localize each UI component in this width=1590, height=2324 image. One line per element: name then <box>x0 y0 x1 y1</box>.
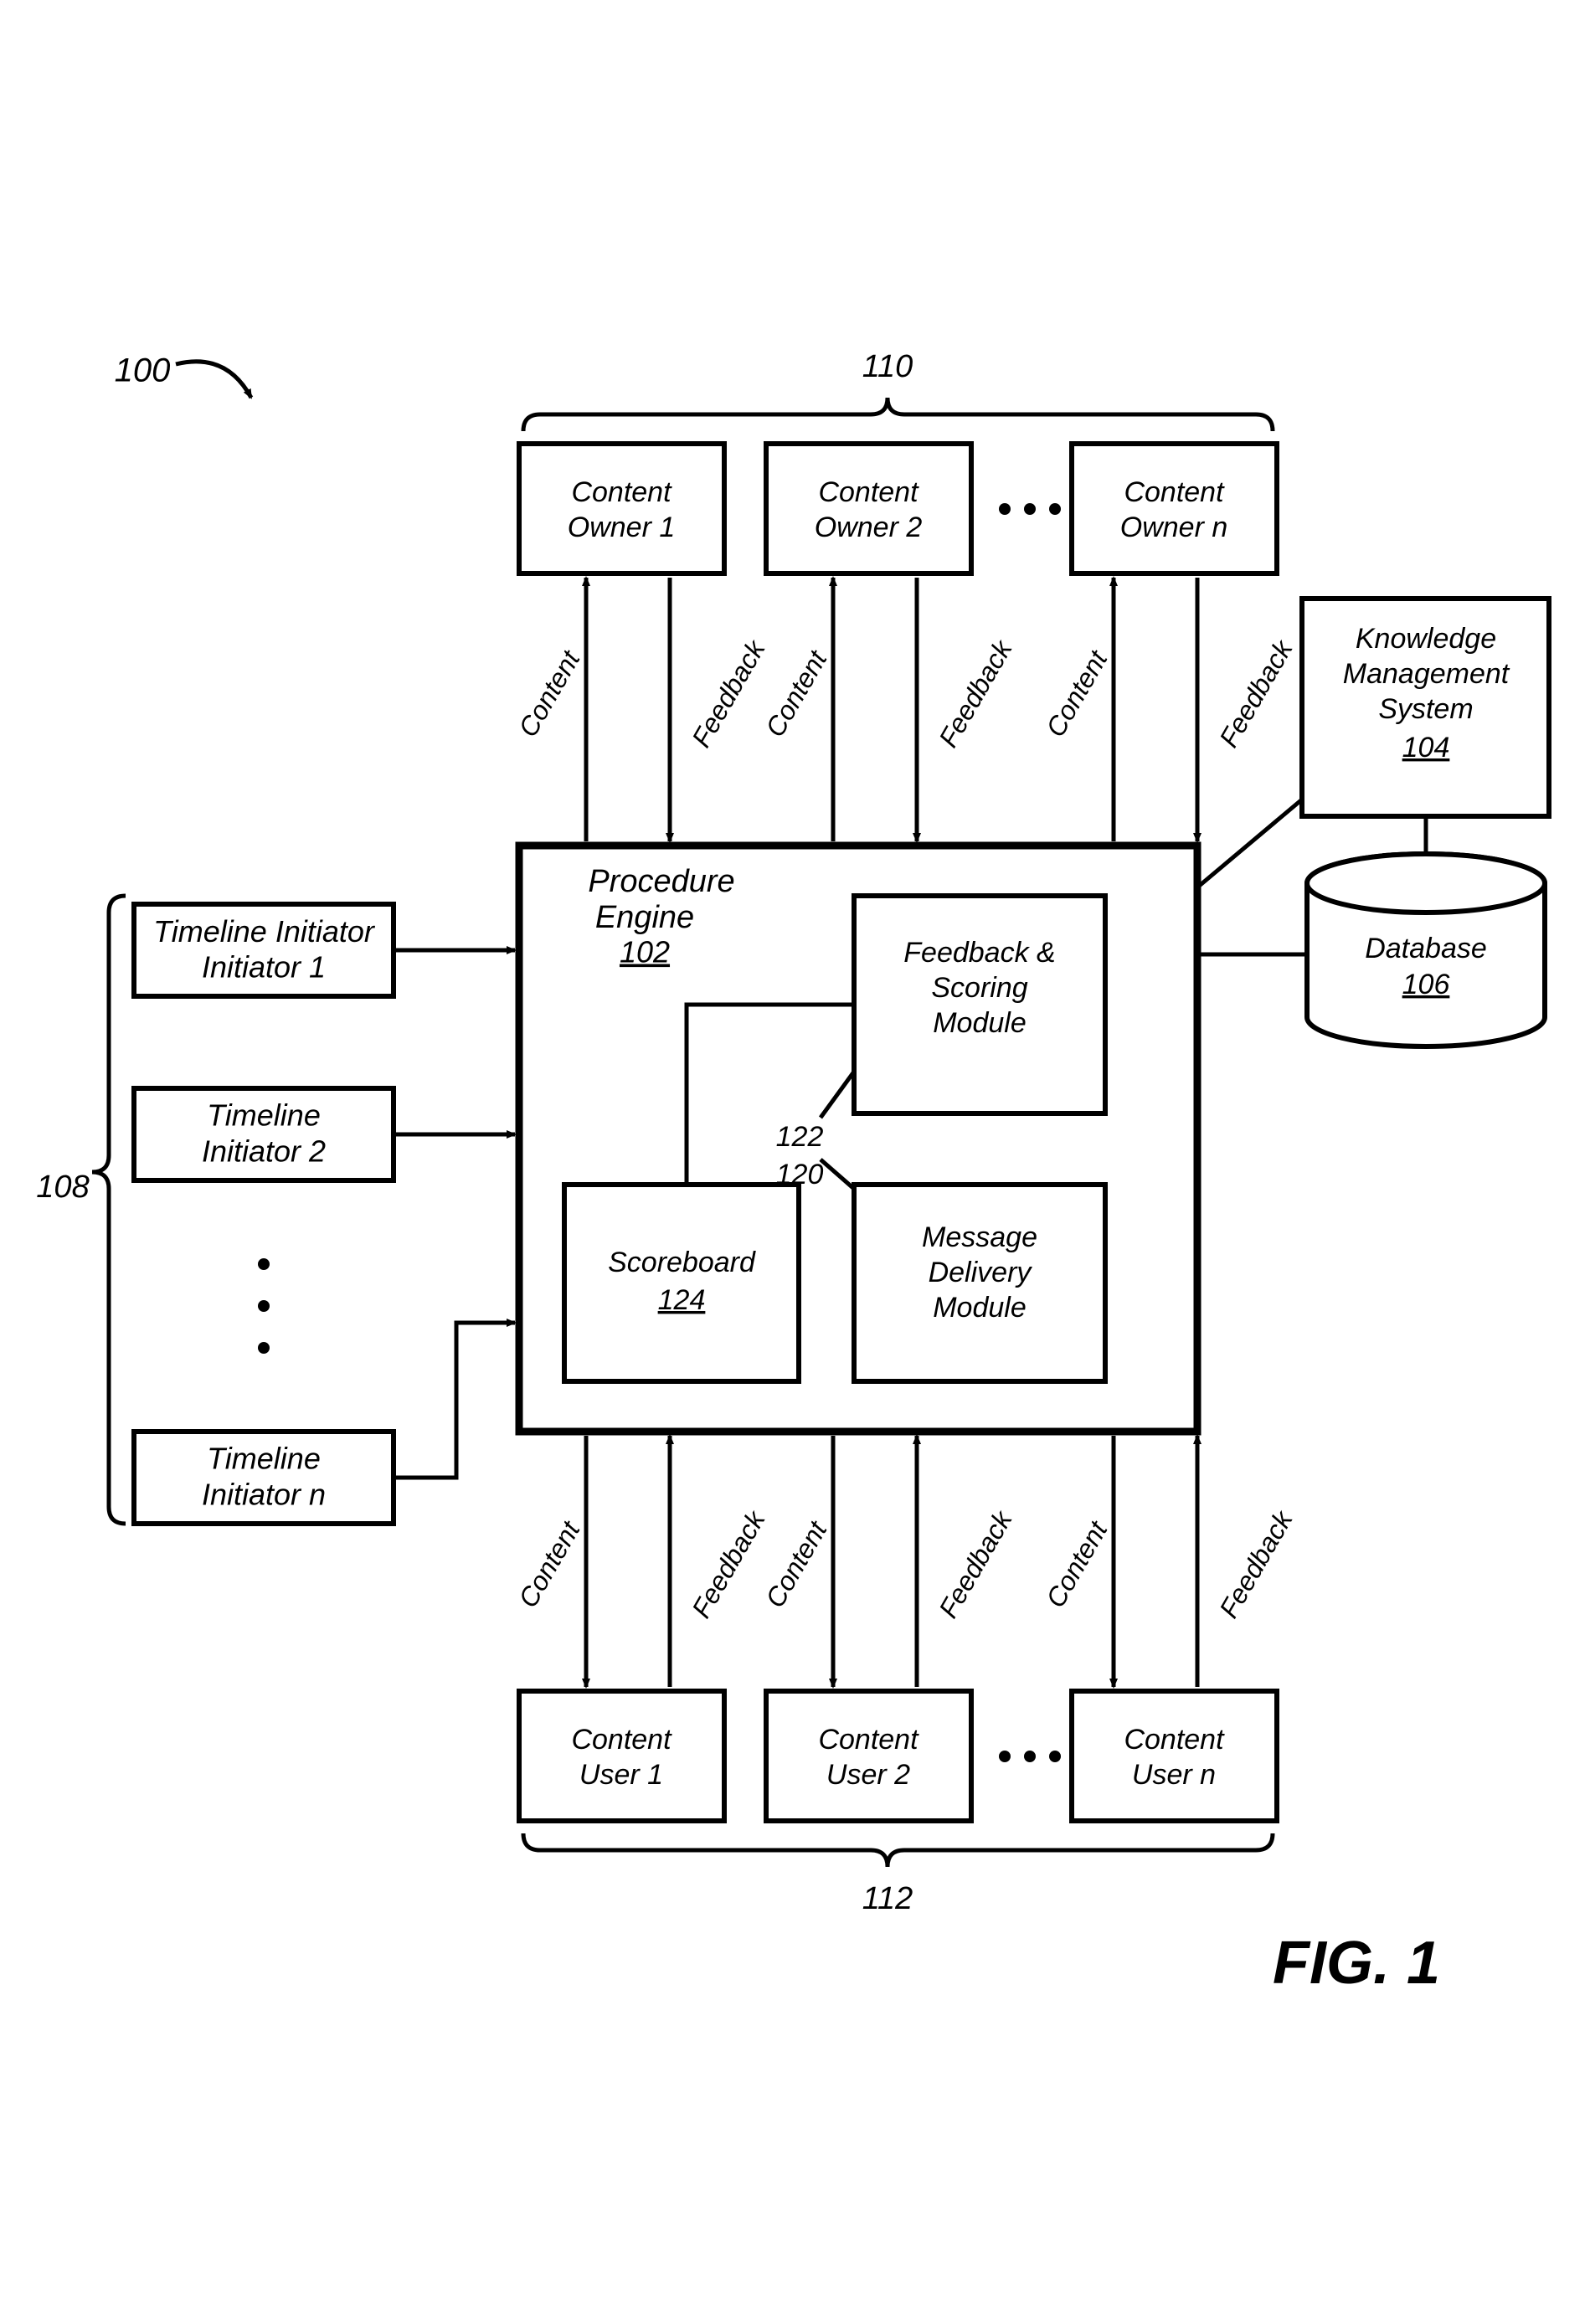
svg-text:Module: Module <box>933 1007 1027 1039</box>
message-delivery-module: Message Delivery Module <box>854 1185 1105 1381</box>
svg-text:Content: Content <box>818 476 919 508</box>
content-owner-1: Content Owner 1 <box>519 444 724 573</box>
system-diagram: 100 Timeline Initiator Initiator 1 Timel… <box>0 0 1590 2324</box>
svg-text:Scoring: Scoring <box>931 972 1027 1004</box>
ref-122: 122 <box>776 1121 824 1153</box>
lbl-content-u2: Content <box>759 1515 833 1612</box>
lbl-feedback-o1: Feedback <box>686 634 771 752</box>
lbl-feedback-u2: Feedback <box>933 1504 1018 1622</box>
svg-text:Owner 2: Owner 2 <box>815 512 923 543</box>
conn-engine-kms <box>1197 800 1302 887</box>
scoreboard: Scoreboard 124 <box>564 1185 799 1381</box>
lbl-content-o1: Content <box>512 645 586 742</box>
figure-label: FIG. 1 <box>1273 1930 1440 1997</box>
svg-text:Knowledge: Knowledge <box>1356 623 1496 655</box>
ref-108: 108 <box>36 1170 89 1205</box>
ref-102: 102 <box>620 935 670 969</box>
svg-text:Content: Content <box>571 476 672 508</box>
svg-text:Procedure: Procedure <box>588 864 734 899</box>
svg-text:Module: Module <box>933 1292 1027 1324</box>
ref-100-arrow <box>176 362 251 398</box>
svg-text:Timeline Initiator: Timeline Initiator <box>153 914 376 949</box>
lbl-feedback-u1: Feedback <box>686 1504 771 1622</box>
svg-text:Feedback &: Feedback & <box>903 937 1055 969</box>
svg-text:Timeline: Timeline <box>207 1098 321 1133</box>
content-owner-2: Content Owner 2 <box>766 444 971 573</box>
ref-106: 106 <box>1402 969 1450 1000</box>
knowledge-management-system: Knowledge Management System 104 <box>1302 599 1549 816</box>
arrow-initn-engine <box>394 1323 515 1478</box>
lbl-feedback-o2: Feedback <box>933 634 1018 752</box>
ref-110: 110 <box>862 349 913 384</box>
svg-text:System: System <box>1378 693 1473 725</box>
svg-text:Initiator 2: Initiator 2 <box>202 1134 326 1169</box>
ref-104: 104 <box>1402 732 1450 764</box>
lbl-feedback-un: Feedback <box>1213 1504 1299 1622</box>
svg-text:User n: User n <box>1132 1759 1216 1791</box>
database: Database 106 <box>1307 854 1545 1046</box>
brace-initiators <box>92 896 126 1524</box>
timeline-initiator-n: Timeline Initiator n <box>134 1432 394 1524</box>
lbl-content-un: Content <box>1040 1515 1114 1612</box>
content-user-n: Content User n <box>1072 1691 1277 1821</box>
lbl-feedback-on: Feedback <box>1213 634 1299 752</box>
svg-text:Message: Message <box>922 1221 1037 1253</box>
lbl-content-on: Content <box>1040 645 1114 742</box>
feedback-scoring-module: Feedback & Scoring Module <box>854 896 1105 1113</box>
ref-120: 120 <box>776 1159 824 1190</box>
svg-text:Engine: Engine <box>595 900 694 935</box>
svg-text:Initiator n: Initiator n <box>202 1478 326 1512</box>
lbl-content-u1: Content <box>512 1515 586 1612</box>
svg-text:Content: Content <box>571 1724 672 1756</box>
svg-text:Database: Database <box>1365 933 1487 964</box>
svg-text:Content: Content <box>818 1724 919 1756</box>
svg-text:Content: Content <box>1124 476 1225 508</box>
timeline-initiator-1: Timeline Initiator Initiator 1 <box>134 904 394 996</box>
content-owner-n: Content Owner n <box>1072 444 1277 573</box>
timeline-initiator-2: Timeline Initiator 2 <box>134 1088 394 1180</box>
ref-112: 112 <box>862 1881 913 1916</box>
svg-text:Management: Management <box>1343 658 1510 690</box>
ref-100: 100 <box>115 352 171 389</box>
svg-text:User 1: User 1 <box>579 1759 663 1791</box>
svg-text:Owner n: Owner n <box>1120 512 1228 543</box>
svg-text:Initiator 1: Initiator 1 <box>202 950 326 985</box>
svg-text:User 2: User 2 <box>826 1759 910 1791</box>
brace-owners <box>523 398 1273 431</box>
content-user-1: Content User 1 <box>519 1691 724 1821</box>
svg-text:Owner 1: Owner 1 <box>568 512 676 543</box>
content-user-2: Content User 2 <box>766 1691 971 1821</box>
svg-text:Delivery: Delivery <box>929 1257 1033 1288</box>
ref-124: 124 <box>658 1284 706 1316</box>
svg-text:Content: Content <box>1124 1724 1225 1756</box>
svg-text:Scoreboard: Scoreboard <box>608 1247 756 1278</box>
lbl-content-o2: Content <box>759 645 833 742</box>
brace-users <box>523 1833 1273 1867</box>
svg-text:Timeline: Timeline <box>207 1442 321 1476</box>
